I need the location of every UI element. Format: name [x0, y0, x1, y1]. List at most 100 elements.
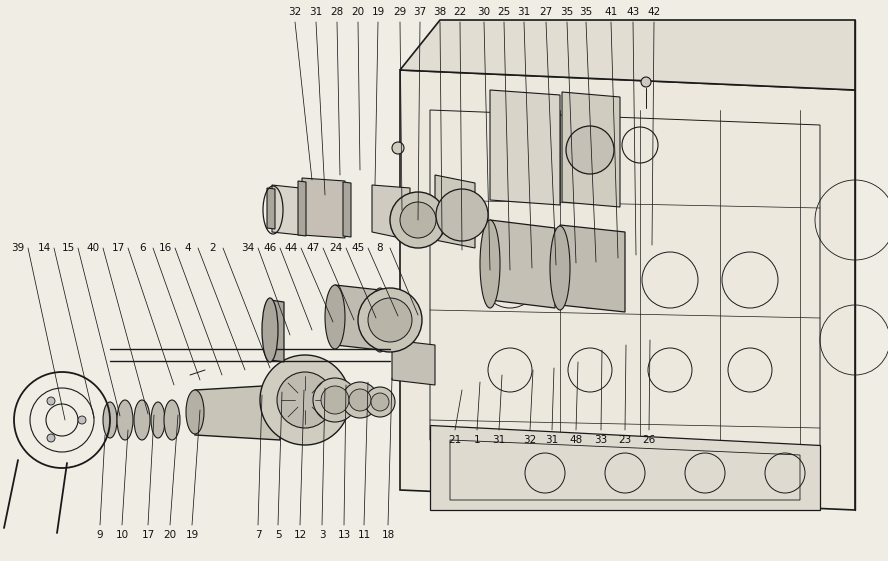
Ellipse shape — [262, 298, 278, 362]
Text: 4: 4 — [185, 243, 191, 253]
Polygon shape — [490, 90, 560, 205]
Polygon shape — [272, 185, 300, 235]
Text: 12: 12 — [293, 530, 306, 540]
Text: 20: 20 — [352, 7, 365, 17]
Text: 9: 9 — [97, 530, 103, 540]
Text: 25: 25 — [497, 7, 511, 17]
Text: 35: 35 — [579, 7, 592, 17]
Text: 19: 19 — [186, 530, 199, 540]
Polygon shape — [400, 20, 855, 90]
Text: 38: 38 — [433, 7, 447, 17]
Text: 19: 19 — [371, 7, 385, 17]
Text: 31: 31 — [518, 7, 531, 17]
Ellipse shape — [134, 400, 150, 440]
Text: 31: 31 — [492, 435, 505, 445]
Text: 16: 16 — [158, 243, 171, 253]
Circle shape — [321, 386, 349, 414]
Text: 2: 2 — [210, 243, 217, 253]
Circle shape — [277, 372, 333, 428]
Text: 11: 11 — [357, 530, 370, 540]
Text: 22: 22 — [454, 7, 466, 17]
Text: 30: 30 — [478, 7, 490, 17]
Ellipse shape — [550, 226, 570, 310]
Ellipse shape — [186, 390, 204, 434]
Polygon shape — [372, 185, 410, 240]
Text: 15: 15 — [61, 243, 75, 253]
Text: 29: 29 — [393, 7, 407, 17]
Ellipse shape — [117, 400, 133, 440]
Text: 3: 3 — [319, 530, 325, 540]
Text: 37: 37 — [414, 7, 426, 17]
Circle shape — [368, 298, 412, 342]
Polygon shape — [430, 425, 820, 510]
Text: 7: 7 — [255, 530, 261, 540]
Polygon shape — [343, 182, 351, 237]
Text: 28: 28 — [330, 7, 344, 17]
Text: 31: 31 — [545, 435, 559, 445]
Circle shape — [390, 192, 446, 248]
Ellipse shape — [370, 288, 390, 352]
Polygon shape — [298, 181, 306, 236]
Text: 45: 45 — [352, 243, 365, 253]
Polygon shape — [270, 300, 284, 362]
Ellipse shape — [480, 220, 500, 308]
Circle shape — [400, 202, 436, 238]
Polygon shape — [435, 175, 475, 248]
Polygon shape — [392, 340, 435, 385]
Polygon shape — [562, 92, 620, 207]
Text: 17: 17 — [141, 530, 155, 540]
Circle shape — [349, 389, 371, 411]
Circle shape — [313, 378, 357, 422]
Text: 6: 6 — [139, 243, 147, 253]
Polygon shape — [560, 225, 625, 312]
Text: 43: 43 — [626, 7, 639, 17]
Ellipse shape — [164, 400, 180, 440]
Text: 20: 20 — [163, 530, 177, 540]
Polygon shape — [490, 220, 555, 308]
Text: 48: 48 — [569, 435, 583, 445]
Text: 39: 39 — [12, 243, 25, 253]
Ellipse shape — [103, 402, 117, 438]
Polygon shape — [400, 70, 855, 510]
Circle shape — [260, 355, 350, 445]
Ellipse shape — [325, 285, 345, 349]
Circle shape — [641, 77, 651, 87]
Circle shape — [358, 288, 422, 352]
Text: 26: 26 — [642, 435, 655, 445]
Text: 33: 33 — [594, 435, 607, 445]
Text: 21: 21 — [448, 435, 462, 445]
Text: 47: 47 — [306, 243, 320, 253]
Circle shape — [47, 397, 55, 405]
Text: 44: 44 — [284, 243, 297, 253]
Text: 14: 14 — [37, 243, 51, 253]
Text: 10: 10 — [115, 530, 129, 540]
Polygon shape — [267, 188, 275, 229]
Text: 32: 32 — [289, 7, 302, 17]
Text: 34: 34 — [242, 243, 255, 253]
Polygon shape — [195, 385, 280, 440]
Circle shape — [392, 142, 404, 154]
Circle shape — [566, 126, 614, 174]
Text: 17: 17 — [111, 243, 124, 253]
Text: 13: 13 — [337, 530, 351, 540]
Circle shape — [436, 189, 488, 241]
Text: 42: 42 — [647, 7, 661, 17]
Text: 24: 24 — [329, 243, 343, 253]
Text: 31: 31 — [309, 7, 322, 17]
Circle shape — [47, 434, 55, 442]
Text: 18: 18 — [381, 530, 394, 540]
Text: 32: 32 — [523, 435, 536, 445]
Text: 5: 5 — [274, 530, 281, 540]
Circle shape — [342, 382, 378, 418]
Circle shape — [78, 416, 86, 424]
Text: 23: 23 — [618, 435, 631, 445]
Circle shape — [365, 387, 395, 417]
Text: 46: 46 — [264, 243, 277, 253]
Polygon shape — [335, 285, 380, 350]
Text: 35: 35 — [560, 7, 574, 17]
Ellipse shape — [151, 402, 165, 438]
Text: 40: 40 — [86, 243, 99, 253]
Text: 1: 1 — [473, 435, 480, 445]
Text: 8: 8 — [377, 243, 384, 253]
Text: 41: 41 — [605, 7, 618, 17]
